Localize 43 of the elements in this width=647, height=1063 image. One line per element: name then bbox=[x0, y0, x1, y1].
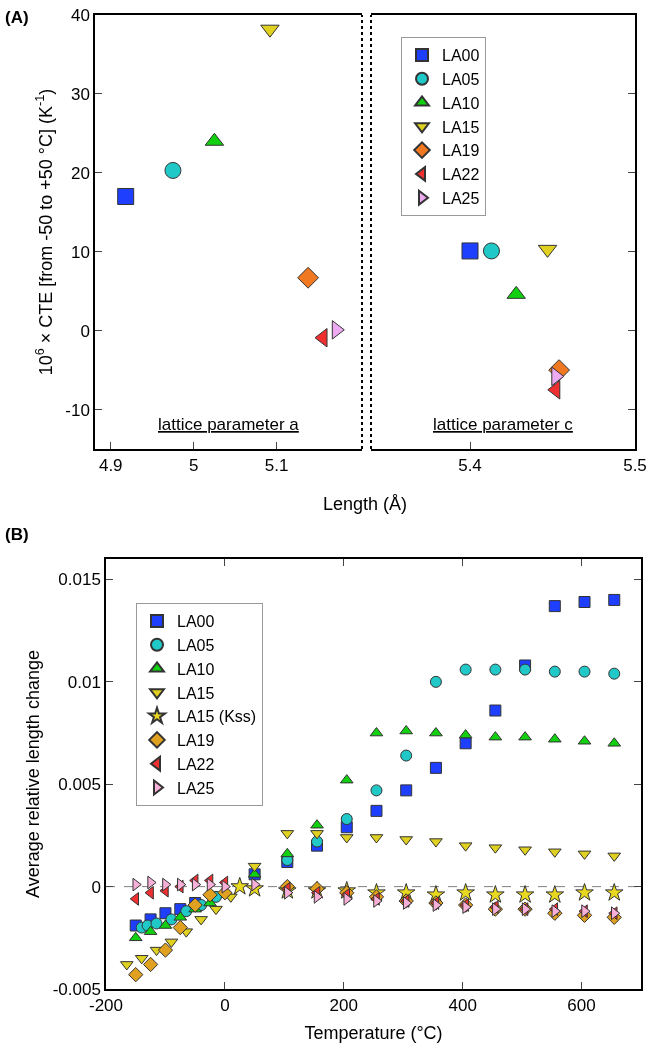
legend-label: LA25 bbox=[442, 189, 480, 207]
x-tick-label: 5.5 bbox=[623, 456, 647, 476]
y-tick-label: 10 bbox=[70, 242, 90, 262]
x-tick-label: 5 bbox=[188, 456, 199, 476]
x-tick-label: 5.1 bbox=[264, 456, 289, 476]
annotation: lattice parameter a bbox=[158, 415, 300, 434]
y-tick-label: 0.015 bbox=[58, 570, 101, 590]
chart-title: (A) bbox=[5, 8, 29, 27]
legend-label: LA22 bbox=[177, 755, 215, 773]
x-tick-label: 4.9 bbox=[98, 456, 123, 476]
legend-label: LA25 bbox=[177, 779, 215, 797]
x-tick-label: 5.4 bbox=[458, 456, 482, 476]
x-tick-label: -200 bbox=[88, 996, 124, 1016]
y-tick-label: -10 bbox=[65, 400, 90, 420]
legend-label: LA05 bbox=[442, 70, 480, 88]
legend-label: LA22 bbox=[442, 166, 480, 184]
y-tick-label: -0.005 bbox=[52, 979, 101, 999]
x-tick-label: 600 bbox=[567, 996, 596, 1016]
legend-label: LA15 bbox=[442, 118, 480, 136]
legend-label: LA15 (Kss) bbox=[177, 708, 257, 726]
chart-title: (B) bbox=[5, 525, 29, 544]
x-tick-label: 400 bbox=[448, 996, 477, 1016]
x-tick-label: 200 bbox=[329, 996, 358, 1016]
x-tick-label: 0 bbox=[220, 996, 230, 1016]
y-axis-title: Average relative length change bbox=[23, 650, 44, 898]
x-axis-title: Length (Å) bbox=[323, 494, 408, 514]
legend-label: LA15 bbox=[177, 684, 215, 702]
legend-label: LA10 bbox=[442, 94, 480, 112]
y-tick-label: 40 bbox=[70, 5, 90, 25]
y-tick-label: 0.01 bbox=[67, 672, 101, 692]
x-axis-title: Temperature (°C) bbox=[304, 1022, 443, 1043]
y-tick-label: 0.005 bbox=[58, 775, 101, 795]
y-tick-label: 20 bbox=[70, 163, 90, 183]
annotation: lattice parameter c bbox=[433, 415, 574, 434]
legend-label: LA00 bbox=[442, 47, 480, 65]
legend-label: LA10 bbox=[177, 660, 215, 678]
legend-label: LA05 bbox=[177, 636, 215, 654]
y-tick-label: 0 bbox=[80, 321, 90, 341]
y-tick-label: 0 bbox=[91, 877, 101, 897]
y-tick-label: 30 bbox=[70, 84, 90, 104]
legend-label: LA19 bbox=[442, 142, 480, 160]
legend-label: LA00 bbox=[177, 613, 215, 631]
legend-label: LA19 bbox=[177, 732, 215, 750]
